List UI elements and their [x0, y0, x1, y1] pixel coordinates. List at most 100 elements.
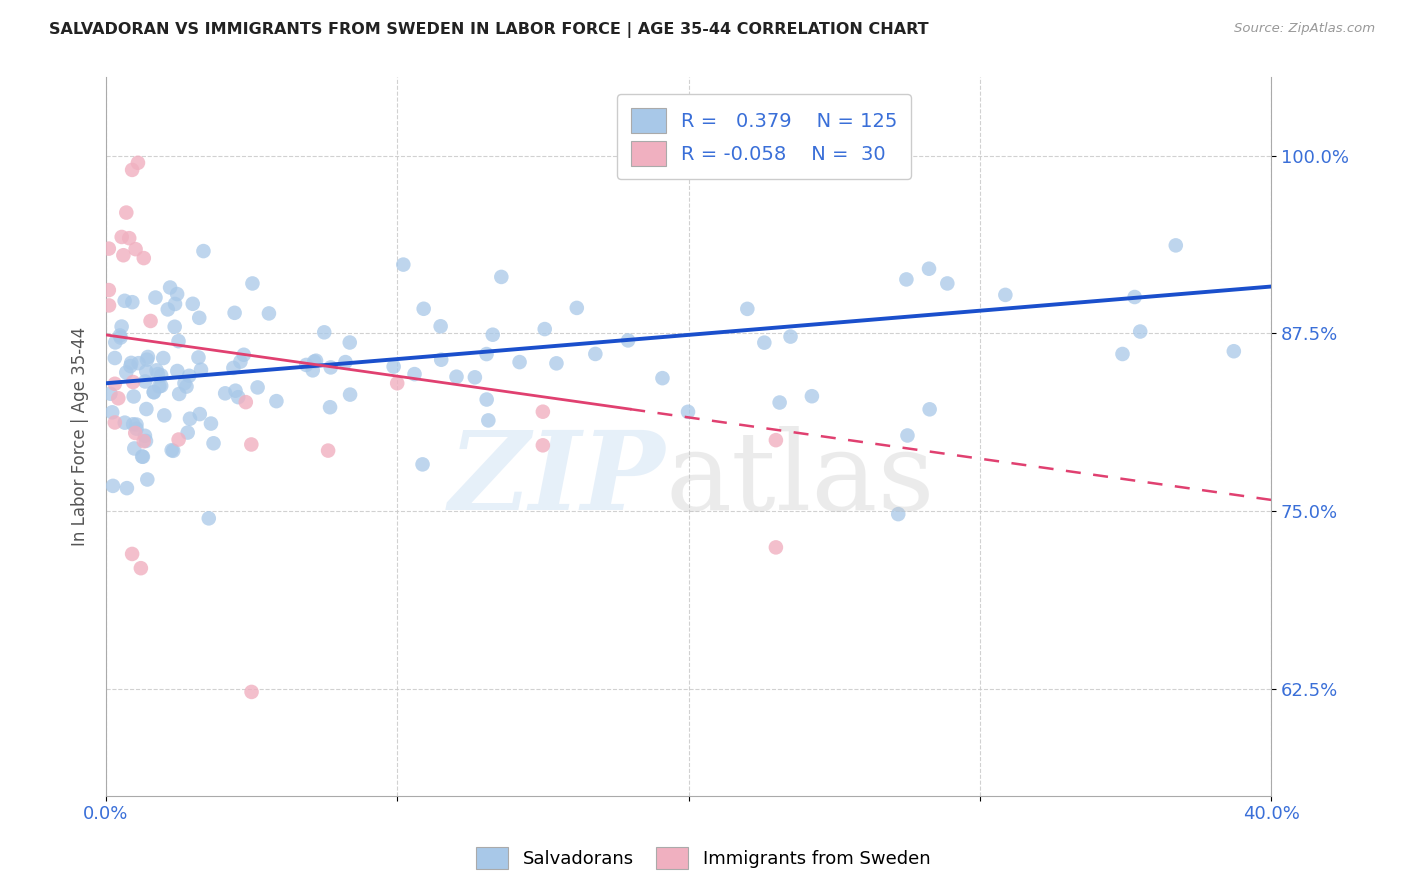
- Point: [163, 319, 186, 334]
- Point: [918, 261, 941, 276]
- Point: [446, 369, 468, 384]
- Point: [295, 358, 318, 372]
- Point: [335, 355, 357, 369]
- Point: [181, 297, 204, 311]
- Point: [737, 301, 759, 316]
- Point: [132, 450, 155, 464]
- Point: [200, 417, 222, 431]
- Point: [765, 433, 787, 447]
- Point: [1111, 347, 1133, 361]
- Point: [531, 405, 554, 419]
- Point: [464, 370, 486, 384]
- Point: [187, 351, 209, 365]
- Point: [319, 360, 342, 375]
- Point: [166, 287, 188, 301]
- Point: [302, 354, 325, 368]
- Point: [167, 387, 190, 401]
- Point: [121, 162, 143, 177]
- Point: [104, 351, 127, 365]
- Point: [896, 428, 918, 442]
- Point: [475, 392, 498, 407]
- Point: [108, 328, 131, 343]
- Point: [193, 244, 215, 258]
- Point: [224, 306, 246, 320]
- Point: [104, 376, 127, 391]
- Point: [779, 329, 801, 343]
- Point: [430, 352, 453, 367]
- Point: [266, 394, 288, 409]
- Point: [107, 391, 129, 405]
- Point: [120, 359, 142, 373]
- Point: [477, 413, 499, 427]
- Point: [153, 409, 176, 423]
- Point: [617, 334, 640, 348]
- Point: [97, 242, 120, 256]
- Point: [305, 353, 328, 368]
- Point: [98, 298, 121, 312]
- Point: [918, 402, 941, 417]
- Point: [139, 314, 162, 328]
- Point: [132, 434, 155, 449]
- Point: [242, 277, 264, 291]
- Point: [124, 242, 146, 256]
- Point: [110, 330, 132, 344]
- Point: [765, 541, 787, 555]
- Point: [188, 407, 211, 421]
- Point: [412, 458, 434, 472]
- Text: SALVADORAN VS IMMIGRANTS FROM SWEDEN IN LABOR FORCE | AGE 35-44 CORRELATION CHAR: SALVADORAN VS IMMIGRANTS FROM SWEDEN IN …: [49, 22, 929, 38]
- Point: [583, 347, 606, 361]
- Point: [128, 356, 150, 370]
- Point: [122, 417, 145, 432]
- Point: [240, 437, 263, 451]
- Point: [135, 402, 157, 417]
- Point: [235, 395, 257, 409]
- Point: [481, 327, 503, 342]
- Point: [125, 417, 148, 432]
- Point: [190, 362, 212, 376]
- Text: Source: ZipAtlas.com: Source: ZipAtlas.com: [1234, 22, 1375, 36]
- Point: [166, 364, 188, 378]
- Point: [214, 386, 236, 401]
- Point: [225, 384, 247, 398]
- Point: [176, 425, 198, 440]
- Point: [240, 685, 263, 699]
- Point: [167, 334, 190, 348]
- Point: [111, 319, 134, 334]
- Point: [314, 326, 336, 340]
- Point: [176, 379, 198, 393]
- Point: [115, 205, 138, 219]
- Point: [148, 379, 170, 393]
- Point: [382, 359, 405, 374]
- Point: [127, 155, 149, 169]
- Point: [173, 376, 195, 391]
- Point: [167, 433, 190, 447]
- Point: [112, 248, 135, 262]
- Point: [122, 389, 145, 403]
- Point: [509, 355, 531, 369]
- Point: [565, 301, 588, 315]
- Point: [135, 434, 157, 448]
- Point: [257, 306, 280, 320]
- Point: [118, 231, 141, 245]
- Point: [101, 479, 124, 493]
- Point: [121, 295, 143, 310]
- Point: [339, 387, 361, 401]
- Point: [134, 429, 156, 443]
- Point: [197, 511, 219, 525]
- Point: [1164, 238, 1187, 252]
- Point: [531, 438, 554, 452]
- Y-axis label: In Labor Force | Age 35-44: In Labor Force | Age 35-44: [72, 327, 89, 546]
- Point: [222, 360, 245, 375]
- Point: [150, 379, 173, 393]
- Point: [768, 395, 790, 409]
- Point: [162, 443, 184, 458]
- Point: [316, 443, 339, 458]
- Point: [179, 368, 201, 383]
- Point: [533, 322, 555, 336]
- Legend: R =   0.379    N = 125, R = -0.058    N =  30: R = 0.379 N = 125, R = -0.058 N = 30: [617, 95, 911, 179]
- Point: [129, 561, 152, 575]
- Point: [120, 356, 142, 370]
- Point: [429, 319, 451, 334]
- Point: [124, 442, 146, 456]
- Point: [651, 371, 673, 385]
